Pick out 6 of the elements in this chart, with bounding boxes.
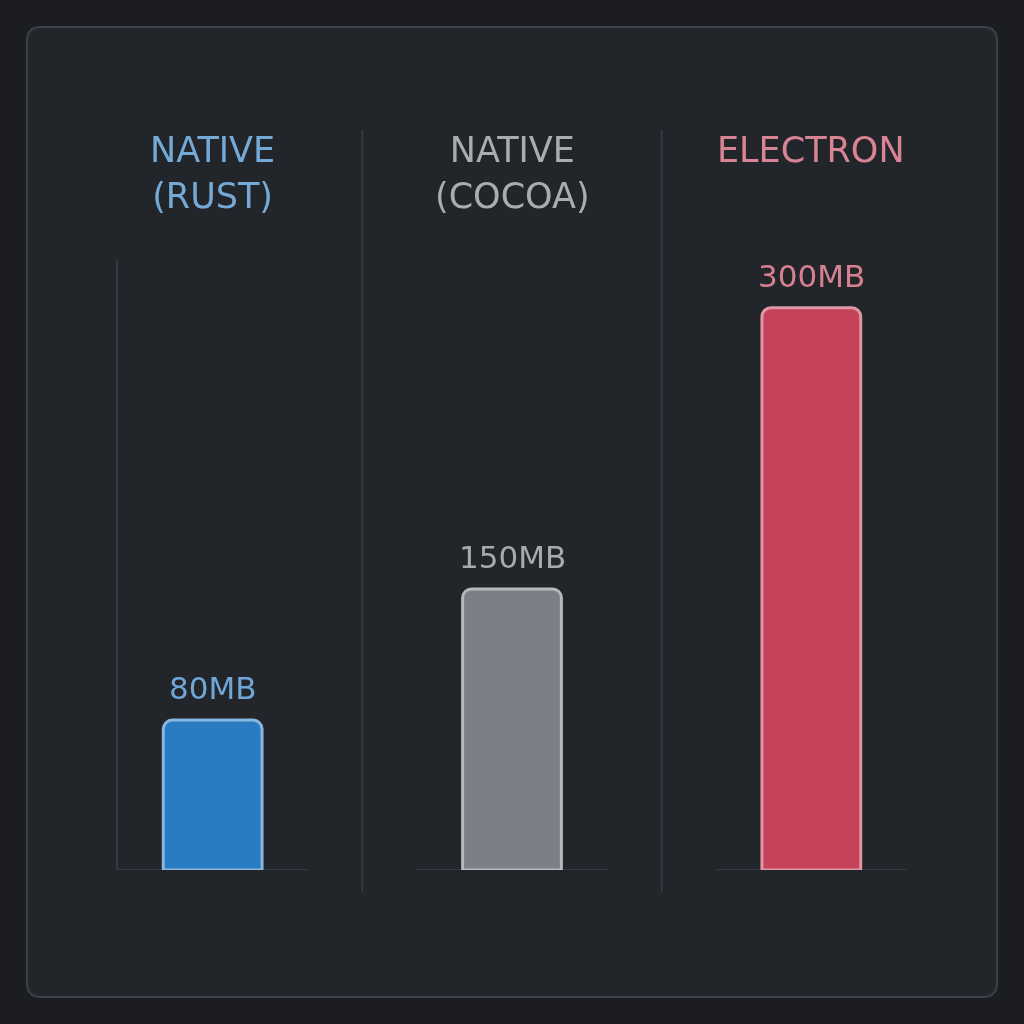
- data-label: 300MB: [758, 258, 866, 294]
- x-tick-label: ELECTRON: [717, 130, 905, 170]
- data-label: 150MB: [459, 539, 567, 575]
- x-tick-label: NATIVE (COCOA): [435, 130, 590, 216]
- x-tick-label: NATIVE (RUST): [150, 130, 276, 216]
- data-label: 80MB: [169, 670, 257, 706]
